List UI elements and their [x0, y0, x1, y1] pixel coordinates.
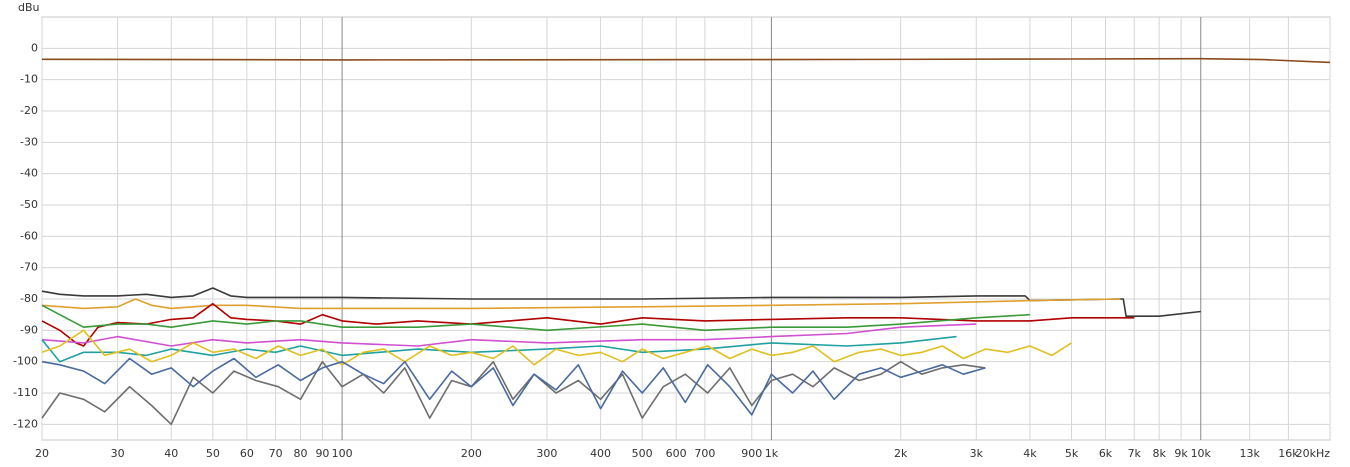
series-line: [41, 360, 986, 426]
x-tick-label: 20kHz: [1296, 447, 1331, 460]
y-tick-label: -40: [20, 167, 38, 180]
y-tick-label: -30: [20, 135, 38, 148]
x-tick-label: 13k: [1239, 447, 1260, 460]
series-line: [41, 329, 1072, 366]
x-tick-label: 200: [461, 447, 482, 460]
x-tick-label: 8k: [1152, 447, 1166, 460]
y-tick-label: -80: [20, 292, 38, 305]
x-tick-label: 4k: [1023, 447, 1037, 460]
x-tick-label: 600: [666, 447, 687, 460]
x-tick-label: 10k: [1191, 447, 1212, 460]
x-tick-label: 300: [536, 447, 557, 460]
y-tick-label: -10: [20, 73, 38, 86]
plot-area: [41, 16, 1331, 441]
series-line: [41, 304, 1030, 332]
series-line: [41, 57, 1331, 64]
y-tick-label: -50: [20, 198, 38, 211]
y-tick-label: -120: [13, 417, 38, 430]
y-tick-label: -20: [20, 104, 38, 117]
x-tick-label: 1k: [765, 447, 779, 460]
series-line: [41, 287, 1201, 317]
x-tick-label: 400: [590, 447, 611, 460]
y-axis-label: dBu: [18, 1, 40, 14]
series-line: [41, 298, 1121, 310]
x-tick-label: 90: [315, 447, 329, 460]
x-tick-label: 700: [694, 447, 715, 460]
x-tick-label: 16k: [1278, 447, 1299, 460]
x-tick-label: 20: [35, 447, 49, 460]
x-tick-label: 7k: [1128, 447, 1142, 460]
x-tick-label: 40: [164, 447, 178, 460]
series-line: [41, 335, 957, 363]
x-tick-label: 900: [741, 447, 762, 460]
x-tick-label: 100: [332, 447, 353, 460]
x-tick-label: 3k: [970, 447, 984, 460]
x-tick-label: 70: [269, 447, 283, 460]
x-tick-label: 9k: [1174, 447, 1188, 460]
x-tick-label: 6k: [1099, 447, 1113, 460]
y-tick-label: 0: [31, 41, 38, 54]
x-tick-label: 2k: [894, 447, 908, 460]
x-tick-label: 5k: [1065, 447, 1079, 460]
series-line: [41, 323, 977, 347]
y-tick-label: -70: [20, 261, 38, 274]
series-line: [41, 302, 1135, 347]
x-tick-label: 80: [293, 447, 307, 460]
x-tick-label: 30: [111, 447, 125, 460]
y-tick-label: -110: [13, 386, 38, 399]
y-tick-label: -60: [20, 229, 38, 242]
y-tick-label: -90: [20, 323, 38, 336]
x-tick-label: 50: [206, 447, 220, 460]
x-tick-label: 60: [240, 447, 254, 460]
series-line: [41, 357, 986, 416]
y-tick-label: -100: [13, 355, 38, 368]
x-tick-label: 500: [632, 447, 653, 460]
